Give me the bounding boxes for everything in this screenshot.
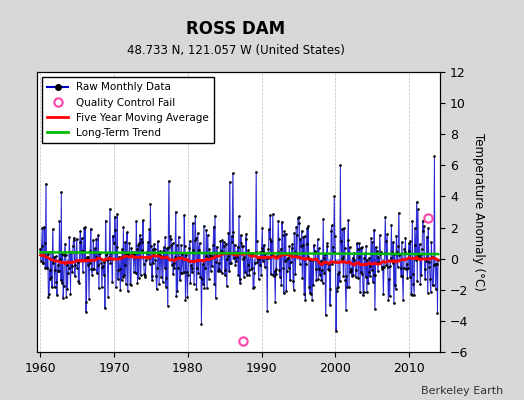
- Legend: Raw Monthly Data, Quality Control Fail, Five Year Moving Average, Long-Term Tren: Raw Monthly Data, Quality Control Fail, …: [42, 77, 214, 143]
- Y-axis label: Temperature Anomaly (°C): Temperature Anomaly (°C): [472, 133, 485, 291]
- Text: ROSS DAM: ROSS DAM: [186, 20, 286, 38]
- Text: 48.733 N, 121.057 W (United States): 48.733 N, 121.057 W (United States): [127, 44, 345, 57]
- Text: Berkeley Earth: Berkeley Earth: [421, 386, 503, 396]
